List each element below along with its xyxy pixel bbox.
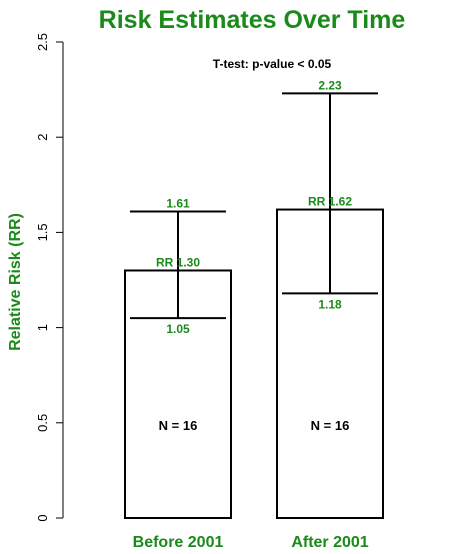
upper-ci-label: 2.23 xyxy=(318,78,342,92)
y-tick-label: 0 xyxy=(35,514,50,521)
y-axis-ticks: 0 0.5 1 1.5 2 2.5 xyxy=(35,33,63,522)
n-count-label: N = 16 xyxy=(159,418,198,433)
y-tick-label: 2 xyxy=(35,134,50,141)
y-axis-label: Relative Risk (RR) xyxy=(7,213,24,351)
y-tick-label: 1.5 xyxy=(35,223,50,241)
y-tick-label: 1 xyxy=(35,324,50,331)
upper-ci-label: 1.61 xyxy=(166,196,190,210)
y-tick-label: 0.5 xyxy=(35,414,50,432)
lower-ci-label: 1.05 xyxy=(166,322,190,336)
rr-value-label: RR 1.62 xyxy=(308,195,352,209)
x-category-label: Before 2001 xyxy=(133,534,224,551)
rr-value-label: RR 1.30 xyxy=(156,255,200,269)
bars-group: 1.61 RR 1.30 1.05 N = 16 Before 2001 2.23 RR 1… xyxy=(124,78,384,551)
y-tick-label: 2.5 xyxy=(35,33,50,51)
lower-ci-label: 1.18 xyxy=(318,297,342,311)
x-category-label: After 2001 xyxy=(291,534,368,551)
chart-title: Risk Estimates Over Time xyxy=(99,6,406,34)
n-count-label: N = 16 xyxy=(311,418,350,433)
t-test-annotation: T-test: p-value < 0.05 xyxy=(213,57,332,71)
